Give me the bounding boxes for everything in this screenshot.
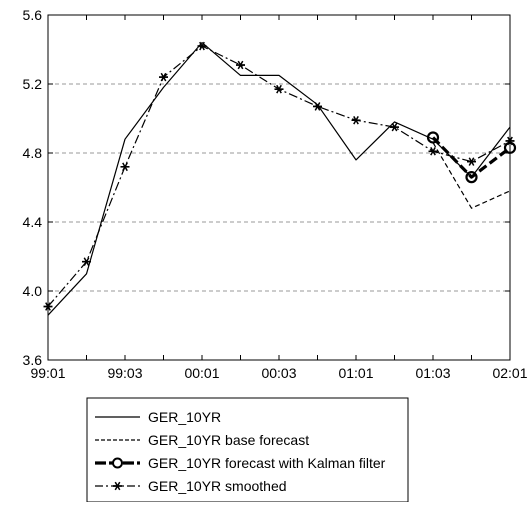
y-tick-label-3: 4.8 [23,145,43,161]
point-s3-10 [428,147,438,156]
grid-lines [48,83,510,292]
legend-label-3: GER_10YR smoothed [148,478,287,494]
point-s3-9 [390,122,399,132]
point-s3-2 [120,162,130,172]
x-tick-label-6: 00:03 [261,365,296,381]
y-tick-label-0: 3.6 [23,352,43,368]
x-tick-label-0: 99:01 [30,365,65,381]
point-s3-3 [159,72,168,82]
point-s3-11 [467,157,476,166]
point-s3-8 [351,115,361,125]
point-s3-1 [82,257,91,266]
x-tick-label-4: 00:01 [184,365,219,381]
x-tick-label-8: 01:01 [338,365,373,381]
point-s2-11 [465,171,478,184]
x-tick-label-12: 02:01 [492,365,527,381]
y-tick-label-1: 4.0 [23,283,43,299]
y-tick-label-5: 5.6 [23,7,43,23]
point-s3-4 [197,41,207,51]
axes: 3.6 4.0 4.4 4.8 5.2 5.6 99:01 99:03 00:01 00:03 01… [23,7,528,381]
y-tick-label-2: 4.4 [23,214,43,230]
point-s3-7 [313,102,322,111]
point-s3-6 [274,84,284,94]
legend-marker-2 [112,457,123,469]
series-line-2 [431,136,511,179]
x-tick-label-10: 01:03 [415,365,450,381]
legend-label-2: GER_10YR forecast with Kalman filter [148,455,386,471]
legend-marker-3 [113,481,122,491]
legend-box [86,397,409,503]
series-markers [43,41,517,311]
point-s2-10 [426,131,440,144]
legend-label-0: GER_10YR [148,409,221,425]
x-tick-label-2: 99:03 [107,365,142,381]
series-line-1 [432,142,511,209]
legend-label-1: GER_10YR base forecast [148,432,309,448]
point-s3-5 [236,60,245,70]
legend: GER_10YR GER_10YR base forecast GER_10YR f… [86,397,409,503]
y-tick-label-4: 5.2 [23,76,43,92]
